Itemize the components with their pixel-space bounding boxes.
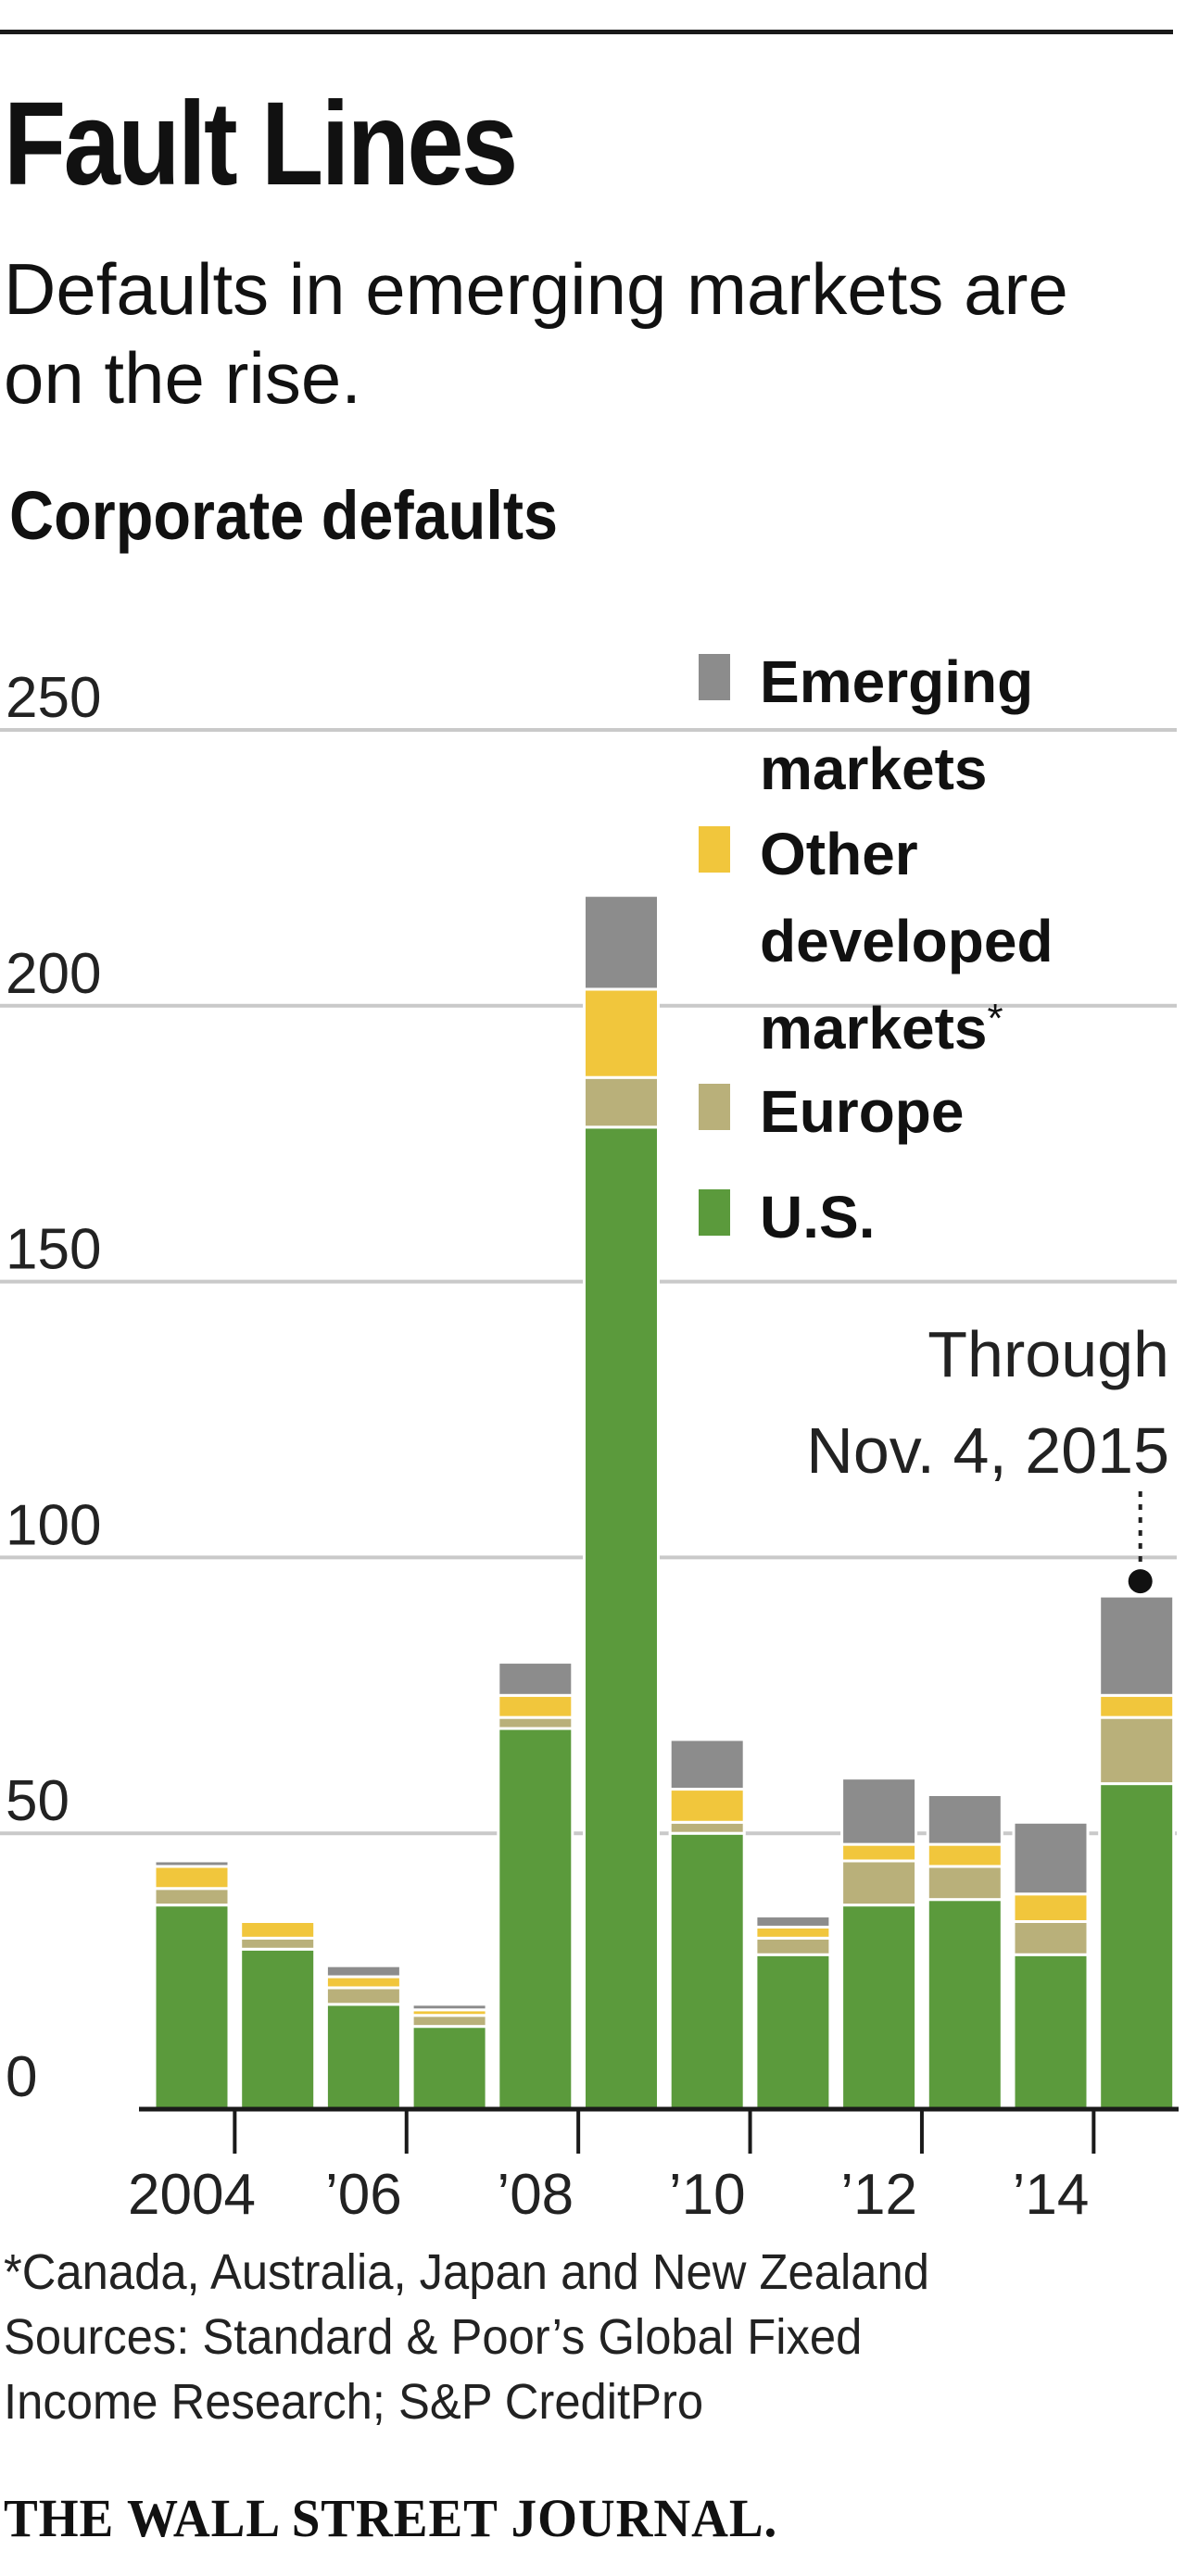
bar-segment [926,1793,1003,1846]
bar-segment [497,1661,574,1697]
x-tick-label: ’06 [325,2163,402,2227]
y-tick-label: 100 [6,1493,101,1557]
bar-segment [754,1925,832,1940]
bar-segment [324,2003,402,2111]
bar-segment [840,1777,918,1846]
legend-swatch [699,1084,730,1130]
bar-segment [1012,1953,1090,2111]
annotation-line-1: Through [927,1318,1169,1390]
bar-segment [324,1975,402,1990]
x-tick-label: ’14 [1013,2163,1090,2227]
bar-segment [1098,1693,1176,1719]
bar-segment [754,1915,832,1929]
sources-line-1: Sources: Standard & Poor’s Global Fixed [4,2309,863,2365]
bar-segment [239,1947,317,2111]
bar-segment [153,1865,231,1891]
y-tick-label: 200 [6,942,101,1006]
x-axis: 2004 ’06 ’08 ’10 ’12 ’14 [128,2106,1179,2227]
bar-segment [583,1075,660,1129]
bar-segment [239,1919,317,1940]
bar-segment [1012,1919,1090,1956]
y-tick-label: 150 [6,1218,101,1282]
bar-segment [497,1693,574,1719]
bar-segment [1098,1715,1176,1786]
top-rule [0,30,1173,34]
legend-swatch [699,826,730,873]
annotation-dot [1128,1569,1153,1594]
legend-label: Europe [760,1078,964,1145]
legend-label: Emerging [760,648,1033,715]
bar-segment [497,1715,574,1730]
bar-segment [153,1904,231,2111]
bar-segment [668,1831,746,2111]
sources-line-2: Income Research; S&P CreditPro [4,2374,704,2430]
bar-segment [754,1953,832,2111]
legend-swatch [699,654,730,700]
bar-segment [497,1727,574,2111]
bar-segment [668,1738,746,1791]
bar-segment [583,987,660,1079]
bar-segment [1098,1782,1176,2111]
bar-segment [840,1842,918,1863]
bar-segment [410,2014,488,2029]
bar-segment [926,1898,1003,2111]
x-tick-label: 2004 [128,2163,256,2227]
bar-segment [410,2003,488,2012]
legend: Emerging markets Other developed markets* Eur… [699,648,1054,1250]
footnote-note: *Canada, Australia, Japan and New Zealan… [4,2244,929,2300]
y-tick-label: 50 [6,1769,69,1833]
stacked-bar-chart: 0 50 100 150 200 250 Emerging markets Other deve… [0,648,1179,2227]
bar-segment [324,1986,402,2006]
bar-segment [668,1788,746,1824]
bar-segment [153,1887,231,1907]
chart-title: Corporate defaults [9,477,559,554]
gridlines: 0 50 100 150 200 250 [0,666,1177,2109]
legend-swatch [699,1189,730,1236]
x-tick-label: ’10 [669,2163,746,2227]
bar-segment [1012,1820,1090,1896]
headline: Fault Lines [4,78,518,210]
bar-segment [1098,1594,1176,1697]
bar-segment [583,1125,660,2111]
x-tick-label: ’08 [497,2163,574,2227]
legend-label: markets [760,735,988,802]
y-tick-label: 250 [6,666,101,730]
annotation: Through Nov. 4, 2015 [806,1318,1169,1594]
bar-segment [668,1820,746,1835]
y-tick-label: 0 [6,2045,37,2109]
bar-segment [410,2025,488,2111]
legend-label: developed [760,908,1054,974]
bar-segment [840,1904,918,2111]
bars [153,894,1176,2111]
bar-segment [1012,1892,1090,1923]
legend-label: U.S. [760,1184,875,1250]
footnote: *Canada, Australia, Japan and New Zealan… [4,2240,1110,2434]
bar-segment [754,1936,832,1956]
dek: Defaults in emerging markets are on the … [4,248,1068,419]
annotation-line-2: Nov. 4, 2015 [806,1414,1169,1487]
legend-label: markets* [760,995,1003,1062]
bar-segment [926,1842,1003,1868]
bar-segment [926,1865,1003,1902]
bar-segment [840,1859,918,1907]
publication-credit: THE WALL STREET JOURNAL. [4,2488,778,2548]
bar-segment [153,1859,231,1868]
bar-segment [324,1964,402,1979]
legend-label: Other [760,821,918,887]
x-tick-label: ’12 [840,2163,917,2227]
bar-segment [239,1936,317,1951]
bar-segment [583,894,660,991]
